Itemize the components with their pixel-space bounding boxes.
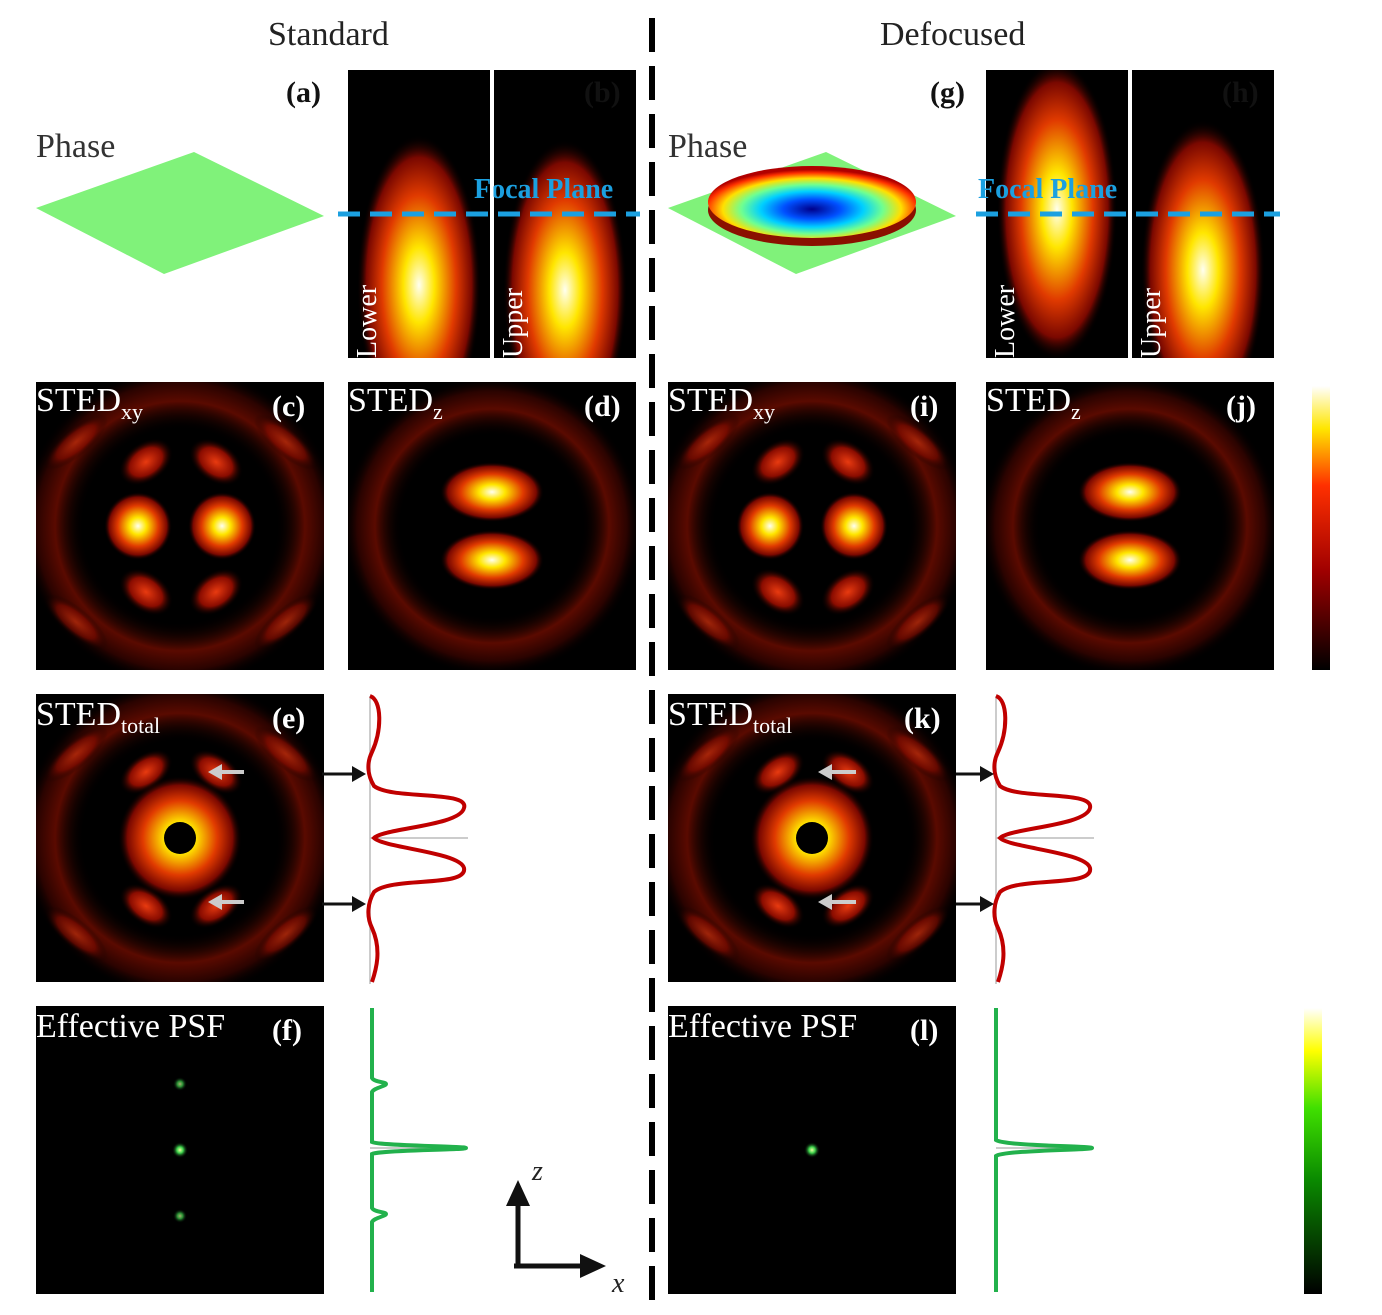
hot-colorbar (1312, 386, 1330, 670)
lower-label-b: Lower (352, 284, 383, 358)
profile-f-green (370, 1008, 469, 1292)
upper-label-h: Upper (1136, 288, 1167, 358)
panel-c-sted-xy (36, 382, 324, 670)
panel-k-sted-total (668, 694, 956, 982)
phase-label-g: Phase (668, 128, 748, 165)
defocus-phase-bowl (668, 152, 956, 274)
panel-label-h: (h) (1222, 76, 1259, 109)
axis-z-label: z (532, 1156, 543, 1187)
title-d: STEDz (348, 382, 443, 424)
title-f: Effective PSF (36, 1008, 226, 1045)
profile-e-red (366, 694, 467, 983)
panel-label-j: (j) (1226, 390, 1256, 423)
lower-label-h: Lower (990, 284, 1021, 358)
panel-j-sted-z (986, 382, 1274, 670)
title-j: STEDz (986, 382, 1081, 424)
panel-label-i: (i) (910, 390, 939, 423)
panel-l-effective-psf (668, 1006, 956, 1294)
focal-plane-label-h: Focal Plane (978, 174, 1118, 205)
panel-label-c: (c) (272, 390, 306, 423)
title-i: STEDxy (668, 382, 775, 424)
title-l: Effective PSF (668, 1008, 858, 1045)
axis-x-label: x (612, 1268, 625, 1299)
panel-d-sted-z (348, 382, 636, 670)
title-c: STEDxy (36, 382, 143, 424)
title-e: STEDtotal (36, 696, 161, 738)
panel-label-l: (l) (910, 1014, 939, 1047)
profile-l-green (994, 1008, 1095, 1292)
header-standard: Standard (268, 16, 389, 53)
panel-e-sted-total (36, 694, 324, 982)
panel-label-a: (a) (286, 76, 321, 109)
header-defocused: Defocused (880, 16, 1026, 53)
profile-k-red (992, 694, 1092, 983)
panel-label-b: (b) (584, 76, 621, 109)
panel-label-g: (g) (930, 76, 965, 109)
green-colorbar (1304, 1008, 1322, 1294)
title-k: STEDtotal (668, 696, 793, 738)
panel-i-sted-xy (668, 382, 956, 670)
upper-label-b: Upper (498, 288, 529, 358)
panel-label-e: (e) (272, 702, 306, 735)
panel-label-f: (f) (272, 1014, 302, 1047)
phase-label-a: Phase (36, 128, 116, 165)
focal-plane-label-b: Focal Plane (474, 174, 614, 205)
flat-phase-plane (36, 152, 324, 274)
panel-label-k: (k) (904, 702, 941, 735)
panel-f-effective-psf (36, 1006, 324, 1294)
panel-label-d: (d) (584, 390, 621, 423)
